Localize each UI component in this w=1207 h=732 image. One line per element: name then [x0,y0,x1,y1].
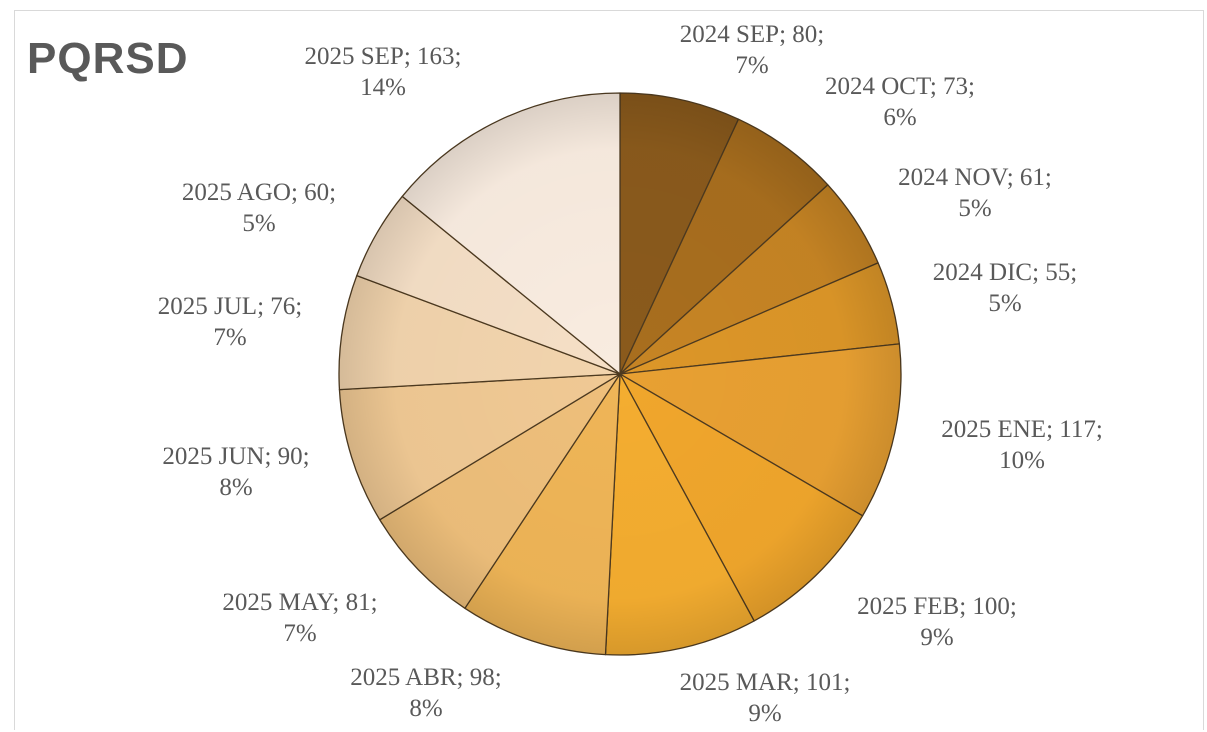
slice-label-text: 2024 NOV; 61; [898,164,1052,191]
slice-label-text: 2024 SEP; 80; [680,21,824,48]
slice-label-text: 2025 ABR; 98; [350,664,501,691]
slice-label-2024-nov: 2024 NOV; 61; 5% [898,164,1052,222]
slice-label-2025-jul: 2025 JUL; 76; 7% [158,293,302,351]
slice-label-text: 2025 AGO; 60; [182,179,336,206]
slice-percent-label: 8% [219,474,252,501]
slice-percent-label: 5% [988,290,1021,317]
slice-percent-label: 5% [242,210,275,237]
chart-title: PQRSD [27,34,189,83]
slice-label-text: 2025 MAY; 81; [222,589,377,616]
slice-label-text: 2025 JUL; 76; [158,293,302,320]
slice-percent-label: 9% [748,700,781,727]
slice-label-2025-ene: 2025 ENE; 117; 10% [941,416,1103,474]
slice-label-2025-ago: 2025 AGO; 60; 5% [182,179,336,237]
slice-percent-label: 7% [283,620,316,647]
chart-border [14,10,1204,730]
slice-label-text: 2025 ENE; 117; [941,416,1103,443]
slice-percent-label: 8% [409,695,442,722]
slice-label-2025-jun: 2025 JUN; 90; 8% [162,443,309,501]
slice-label-2025-abr: 2025 ABR; 98; 8% [350,664,501,722]
slice-percent-label: 9% [920,624,953,651]
slice-label-text: 2025 MAR; 101; [680,669,851,696]
slice-label-text: 2025 JUN; 90; [162,443,309,470]
slice-label-text: 2024 DIC; 55; [933,259,1077,286]
slice-label-2024-dic: 2024 DIC; 55; 5% [933,259,1077,317]
slice-percent-label: 14% [360,74,406,101]
slice-label-text: 2025 SEP; 163; [305,43,462,70]
slice-label-2025-mar: 2025 MAR; 101; 9% [680,669,851,727]
slices-layer [338,92,902,656]
slice-percent-label: 5% [958,195,991,222]
slice-percent-label: 10% [999,447,1045,474]
labels-layer: 2024 SEP; 80; 7% 2024 OCT; 73; 6% 2024 NOV; … [158,21,1103,727]
slice-label-2025-sep: 2025 SEP; 163; 14% [305,43,462,101]
slice-label-2025-may: 2025 MAY; 81; 7% [222,589,377,647]
slice-label-2025-feb: 2025 FEB; 100; 9% [857,593,1017,651]
slice-label-text: 2024 OCT; 73; [825,73,975,100]
slice-label-2024-oct: 2024 OCT; 73; 6% [825,73,975,131]
slice-label-text: 2025 FEB; 100; [857,593,1017,620]
slice-percent-label: 7% [213,324,246,351]
slice-percent-label: 7% [735,52,768,79]
slice-percent-label: 6% [883,104,916,131]
slice-label-2024-sep: 2024 SEP; 80; 7% [680,21,824,79]
